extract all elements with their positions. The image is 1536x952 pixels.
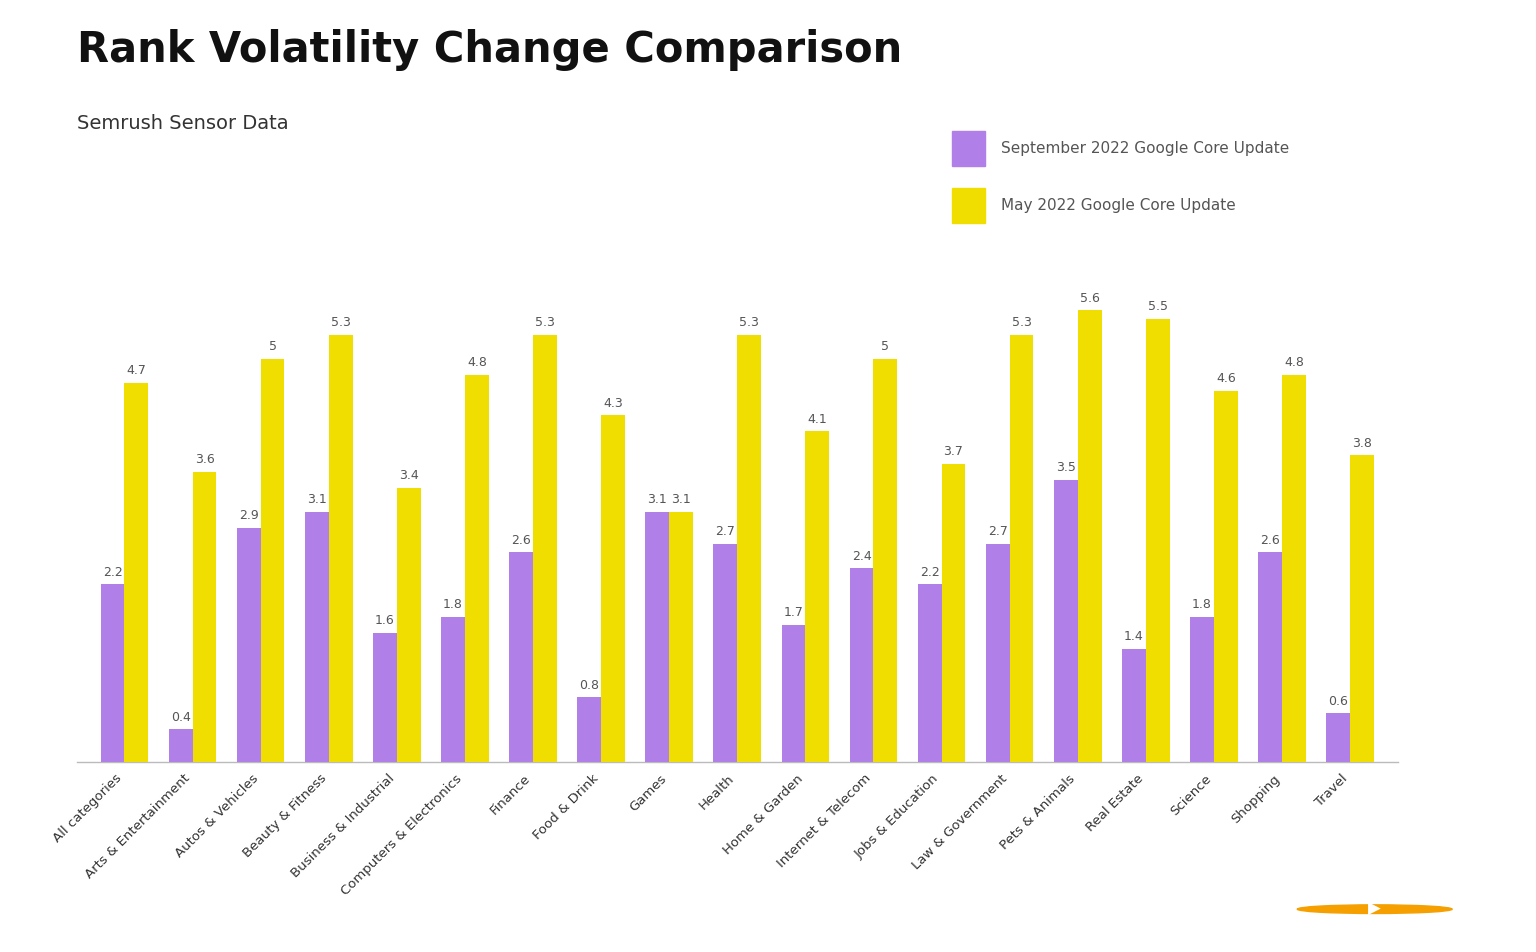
Bar — [578, 697, 601, 762]
Text: 2.7: 2.7 — [716, 526, 736, 539]
Bar — [805, 431, 829, 762]
Text: 3.1: 3.1 — [671, 493, 691, 506]
Text: 2.4: 2.4 — [851, 549, 871, 563]
Bar — [1350, 455, 1373, 762]
Bar — [306, 512, 329, 762]
Text: 4.3: 4.3 — [604, 397, 624, 409]
Bar — [1078, 310, 1101, 762]
Text: 2.9: 2.9 — [240, 509, 258, 523]
Text: 4.6: 4.6 — [1217, 372, 1235, 386]
Text: 1.7: 1.7 — [783, 606, 803, 619]
Bar — [645, 512, 670, 762]
Circle shape — [1298, 904, 1452, 914]
Text: 4.8: 4.8 — [467, 356, 487, 369]
Text: 0.6: 0.6 — [1329, 695, 1349, 707]
Text: 2.2: 2.2 — [103, 565, 123, 579]
Text: 1.8: 1.8 — [442, 598, 462, 611]
Text: 3.6: 3.6 — [195, 453, 215, 466]
Text: 3.1: 3.1 — [647, 493, 667, 506]
Text: 2.6: 2.6 — [1260, 533, 1279, 546]
Text: Semrush Sensor Data: Semrush Sensor Data — [77, 114, 289, 133]
Bar — [874, 359, 897, 762]
Text: semrush.com: semrush.com — [46, 901, 167, 918]
Text: 5.3: 5.3 — [535, 316, 554, 329]
Bar — [601, 415, 625, 762]
Text: 5: 5 — [882, 340, 889, 353]
Bar — [441, 617, 465, 762]
Text: SEMRUSH: SEMRUSH — [1344, 897, 1482, 922]
Text: 3.4: 3.4 — [399, 469, 419, 482]
Bar — [952, 131, 985, 166]
Text: 3.1: 3.1 — [307, 493, 327, 506]
Text: 5.5: 5.5 — [1147, 300, 1167, 313]
Bar — [169, 729, 192, 762]
Text: 5.6: 5.6 — [1080, 292, 1100, 305]
Bar — [465, 375, 488, 762]
Bar — [1326, 713, 1350, 762]
Text: 5: 5 — [269, 340, 276, 353]
Bar — [737, 335, 762, 762]
Bar — [329, 335, 353, 762]
Bar — [986, 545, 1009, 762]
Bar — [192, 471, 217, 762]
Bar — [1213, 391, 1238, 762]
Text: 2.2: 2.2 — [920, 565, 940, 579]
Bar — [952, 188, 985, 223]
Text: 1.6: 1.6 — [375, 614, 395, 627]
Bar — [373, 633, 396, 762]
Text: 5.3: 5.3 — [739, 316, 759, 329]
Bar — [1054, 480, 1078, 762]
Text: 1.8: 1.8 — [1192, 598, 1212, 611]
Text: ▶: ▶ — [1369, 901, 1381, 918]
Text: 0.4: 0.4 — [170, 711, 190, 724]
Text: 4.7: 4.7 — [126, 365, 146, 377]
Text: 4.8: 4.8 — [1284, 356, 1304, 369]
Text: 3.8: 3.8 — [1352, 437, 1372, 450]
Bar — [396, 487, 421, 762]
Text: 5.3: 5.3 — [1012, 316, 1032, 329]
Bar — [261, 359, 284, 762]
Bar — [124, 383, 149, 762]
Text: 3.7: 3.7 — [943, 445, 963, 458]
Text: 0.8: 0.8 — [579, 679, 599, 691]
Bar — [533, 335, 558, 762]
Bar — [508, 552, 533, 762]
Text: 3.5: 3.5 — [1055, 461, 1075, 474]
Text: Rank Volatility Change Comparison: Rank Volatility Change Comparison — [77, 29, 902, 70]
Bar — [1146, 319, 1169, 762]
Bar — [1258, 552, 1283, 762]
Bar — [101, 585, 124, 762]
Bar — [1283, 375, 1306, 762]
Bar — [1190, 617, 1213, 762]
Text: 4.1: 4.1 — [808, 412, 828, 426]
Text: 1.4: 1.4 — [1124, 630, 1144, 644]
Bar — [942, 464, 966, 762]
Bar — [782, 625, 805, 762]
Text: 5.3: 5.3 — [330, 316, 350, 329]
Bar — [1121, 649, 1146, 762]
Text: 2.6: 2.6 — [511, 533, 531, 546]
Text: September 2022 Google Core Update: September 2022 Google Core Update — [1001, 141, 1289, 156]
Text: May 2022 Google Core Update: May 2022 Google Core Update — [1001, 198, 1235, 213]
Bar — [1009, 335, 1034, 762]
Text: 2.7: 2.7 — [988, 526, 1008, 539]
Bar — [849, 568, 874, 762]
Bar — [713, 545, 737, 762]
Bar — [237, 528, 261, 762]
Bar — [917, 585, 942, 762]
Bar — [670, 512, 693, 762]
